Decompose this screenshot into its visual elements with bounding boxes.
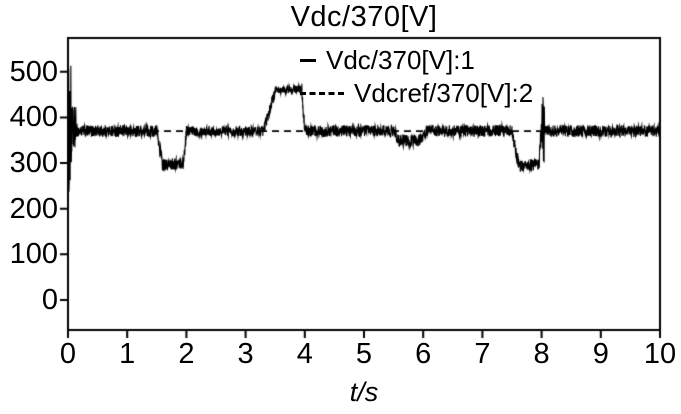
x-tick-label: 3 (237, 338, 254, 370)
y-tick-label: 400 (9, 101, 58, 134)
legend-item-vdc: Vdc/370[V]:1 (300, 44, 533, 77)
x-tick-label: 6 (415, 338, 432, 370)
y-tick-label: 200 (9, 192, 58, 225)
y-tick-label: 100 (9, 238, 58, 271)
legend-label-vdc: Vdc/370[V]:1 (326, 45, 475, 75)
y-tick-label: 500 (9, 55, 58, 88)
x-tick-label: 0 (59, 338, 77, 370)
x-tick-label: 7 (474, 338, 491, 370)
legend-item-vdcref: Vdcref/370[V]:2 (300, 77, 533, 110)
legend-label-vdcref: Vdcref/370[V]:2 (354, 78, 534, 108)
x-tick-label: 2 (178, 338, 195, 370)
y-tick-label: 300 (9, 147, 58, 179)
y-tick-label: 0 (41, 283, 58, 316)
legend-line-solid-icon (300, 59, 316, 62)
x-tick-label: 4 (296, 338, 313, 370)
x-axis-label: t/s (349, 377, 379, 407)
x-tick-label: 9 (592, 338, 609, 370)
x-tick-label: 8 (533, 338, 550, 370)
legend-line-dashed-icon (300, 92, 344, 95)
legend: Vdc/370[V]:1 Vdcref/370[V]:2 (300, 44, 533, 110)
x-tick-label: 10 (643, 338, 677, 370)
chart-title: Vdc/370[V] (290, 1, 438, 33)
x-tick-label: 5 (355, 338, 373, 370)
x-tick-label: 1 (119, 338, 136, 370)
